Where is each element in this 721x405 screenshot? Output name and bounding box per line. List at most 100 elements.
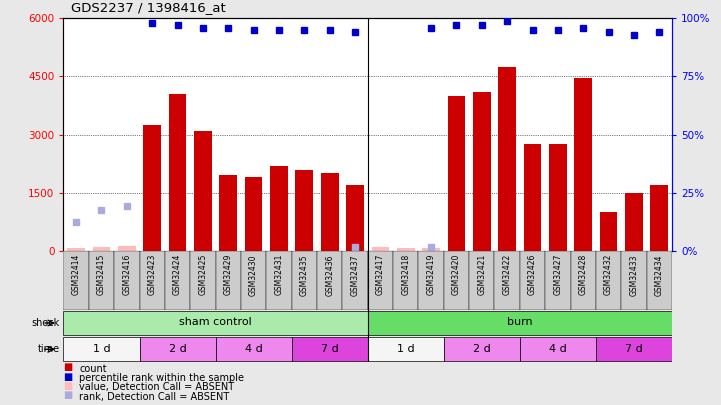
Bar (368, 251, 393, 310)
Bar (371, 247, 389, 251)
Text: GSM32424: GSM32424 (173, 254, 182, 295)
Bar (67, 248, 85, 251)
Bar (596, 337, 672, 361)
Bar (397, 248, 415, 251)
Text: 1 d: 1 d (93, 344, 110, 354)
Bar (443, 251, 469, 310)
Text: GSM32423: GSM32423 (148, 254, 156, 295)
Text: GSM32426: GSM32426 (528, 254, 537, 295)
Text: 4 d: 4 d (549, 344, 567, 354)
Bar (291, 337, 368, 361)
Bar (368, 311, 672, 335)
Bar (473, 92, 491, 251)
Text: GSM32434: GSM32434 (655, 254, 664, 296)
Bar (520, 251, 545, 310)
Text: GSM32415: GSM32415 (97, 254, 106, 295)
Text: GSM32436: GSM32436 (325, 254, 334, 296)
Bar (448, 96, 465, 251)
Text: GSM32432: GSM32432 (604, 254, 613, 295)
Text: value, Detection Call = ABSENT: value, Detection Call = ABSENT (79, 382, 234, 392)
Text: percentile rank within the sample: percentile rank within the sample (79, 373, 244, 383)
Bar (393, 251, 418, 310)
Bar (371, 247, 389, 251)
Bar (321, 173, 339, 251)
Text: time: time (37, 344, 60, 354)
Bar (317, 251, 342, 310)
Text: GSM32417: GSM32417 (376, 254, 385, 295)
Bar (89, 251, 114, 310)
Bar (622, 251, 647, 310)
Text: GSM32419: GSM32419 (427, 254, 435, 295)
Bar (443, 337, 520, 361)
Text: shock: shock (32, 318, 60, 328)
Bar (549, 144, 567, 251)
Text: GSM32427: GSM32427 (554, 254, 562, 295)
Bar (190, 251, 216, 310)
Text: ■: ■ (63, 362, 73, 372)
Bar (469, 251, 495, 310)
Bar (270, 166, 288, 251)
Bar (650, 185, 668, 251)
Bar (241, 251, 266, 310)
Text: ■: ■ (63, 390, 73, 400)
Bar (625, 193, 643, 251)
Text: GDS2237 / 1398416_at: GDS2237 / 1398416_at (71, 1, 226, 14)
Bar (291, 251, 317, 310)
Text: 1 d: 1 d (397, 344, 415, 354)
Bar (647, 251, 672, 310)
Text: GSM32422: GSM32422 (503, 254, 512, 295)
Bar (575, 79, 592, 251)
Bar (266, 251, 291, 310)
Text: 7 d: 7 d (321, 344, 339, 354)
Text: GSM32420: GSM32420 (452, 254, 461, 295)
Bar (92, 247, 110, 251)
Bar (216, 251, 241, 310)
Text: GSM32430: GSM32430 (249, 254, 258, 296)
Bar (67, 248, 85, 251)
Bar (418, 251, 443, 310)
Text: GSM32418: GSM32418 (402, 254, 410, 295)
Text: GSM32416: GSM32416 (123, 254, 131, 295)
Bar (165, 251, 190, 310)
Bar (118, 246, 136, 251)
Text: GSM32414: GSM32414 (71, 254, 81, 295)
Bar (346, 185, 364, 251)
Bar (143, 125, 161, 251)
Text: 2 d: 2 d (169, 344, 187, 354)
Bar (523, 144, 541, 251)
Bar (194, 131, 212, 251)
Text: burn: burn (507, 318, 533, 328)
Text: GSM32425: GSM32425 (198, 254, 208, 295)
Bar (140, 337, 216, 361)
Text: GSM32428: GSM32428 (579, 254, 588, 295)
Bar (169, 94, 187, 251)
Bar (423, 248, 440, 251)
Bar (600, 212, 617, 251)
Bar (570, 251, 596, 310)
Bar (92, 247, 110, 251)
Bar (114, 251, 140, 310)
Text: GSM32433: GSM32433 (629, 254, 638, 296)
Text: count: count (79, 364, 107, 374)
Text: GSM32421: GSM32421 (477, 254, 486, 295)
Bar (397, 248, 415, 251)
Bar (545, 251, 570, 310)
Text: GSM32437: GSM32437 (350, 254, 360, 296)
Bar (219, 175, 237, 251)
Bar (216, 337, 291, 361)
Bar (498, 67, 516, 251)
Bar (118, 246, 136, 251)
Bar (342, 251, 368, 310)
Text: 4 d: 4 d (244, 344, 262, 354)
Bar (520, 337, 596, 361)
Text: GSM32431: GSM32431 (275, 254, 283, 295)
Text: 7 d: 7 d (625, 344, 643, 354)
Text: GSM32429: GSM32429 (224, 254, 233, 295)
Bar (63, 251, 89, 310)
Text: GSM32435: GSM32435 (300, 254, 309, 296)
Bar (244, 177, 262, 251)
Bar (63, 311, 368, 335)
Bar (296, 170, 313, 251)
Text: rank, Detection Call = ABSENT: rank, Detection Call = ABSENT (79, 392, 229, 402)
Text: ■: ■ (63, 371, 73, 382)
